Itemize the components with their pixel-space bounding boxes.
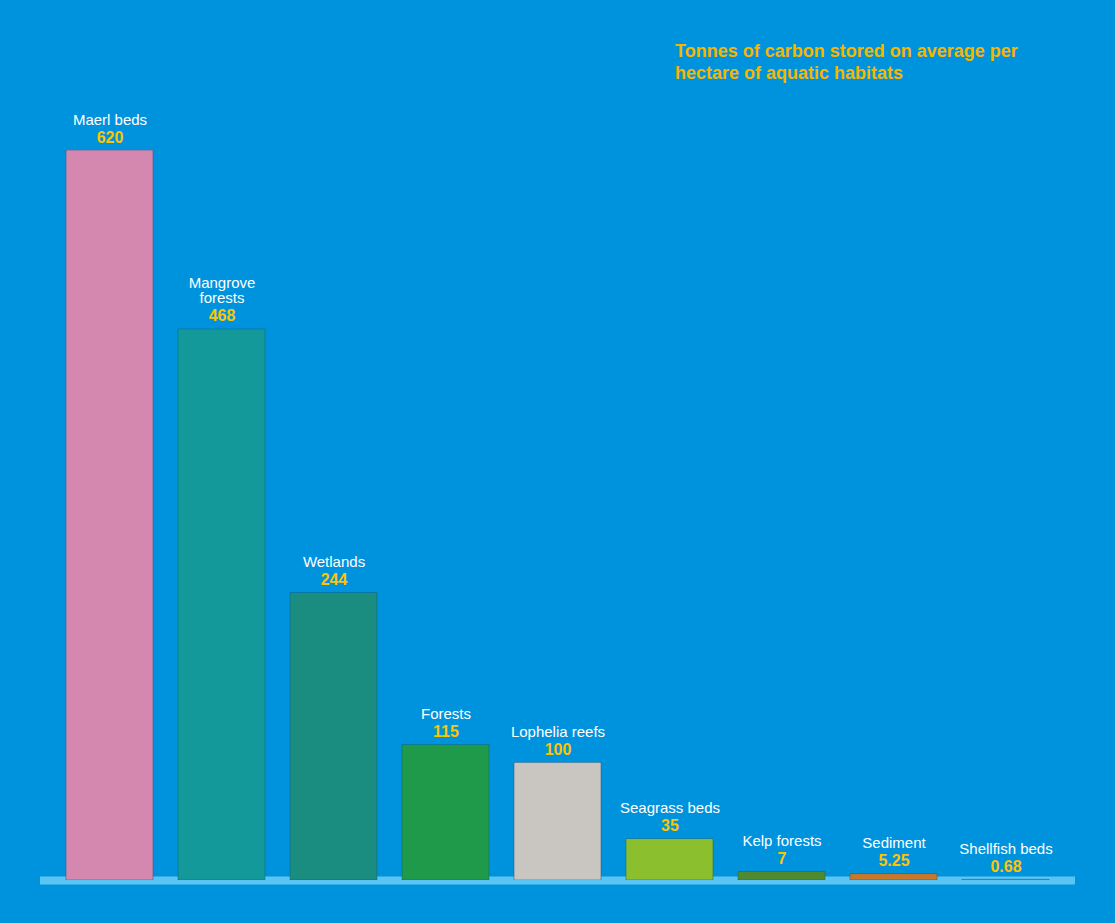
svg-text:Lophelia reefs: Lophelia reefs <box>511 723 605 740</box>
svg-text:5.25: 5.25 <box>878 852 909 869</box>
svg-text:100: 100 <box>545 741 572 758</box>
svg-text:35: 35 <box>661 817 679 834</box>
svg-text:Shellfish beds: Shellfish beds <box>959 840 1052 857</box>
svg-text:244: 244 <box>321 571 348 588</box>
svg-text:7: 7 <box>778 850 787 867</box>
svg-text:Wetlands: Wetlands <box>303 553 365 570</box>
svg-text:620: 620 <box>97 129 124 146</box>
svg-text:Forests: Forests <box>421 705 471 722</box>
svg-text:115: 115 <box>433 723 459 740</box>
svg-text:Seagrass beds: Seagrass beds <box>620 799 720 816</box>
svg-text:0.68: 0.68 <box>990 858 1021 875</box>
svg-text:Kelp forests: Kelp forests <box>742 832 821 849</box>
svg-text:Sediment: Sediment <box>862 834 926 851</box>
html-text:Tonnes of carbon stored on ave: Tonnes of carbon stored on average per h… <box>675 41 1018 83</box>
svg-text:468: 468 <box>209 307 236 324</box>
svg-text:Mangroveforests: Mangroveforests <box>189 274 256 306</box>
svg-text:Maerl beds: Maerl beds <box>73 111 147 128</box>
